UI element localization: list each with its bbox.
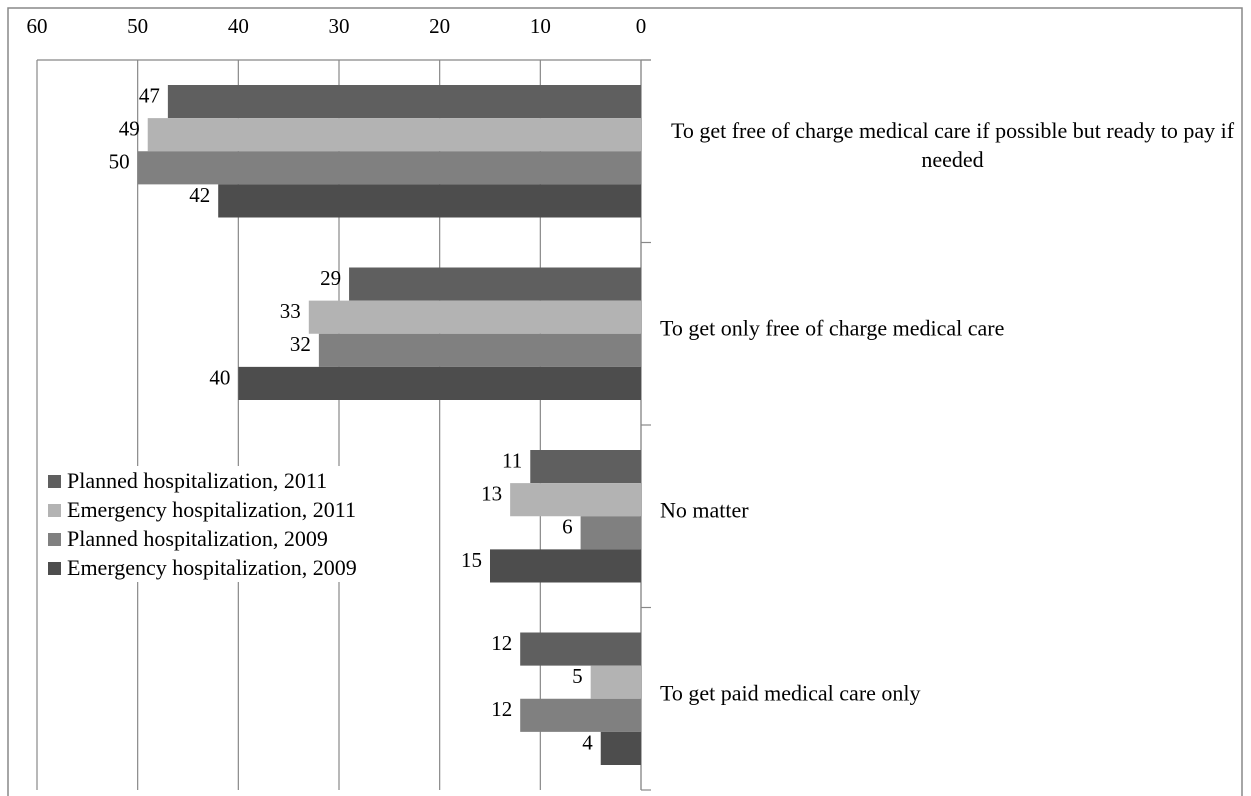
x-tick-label: 60 [27, 14, 48, 38]
legend-swatch [48, 562, 61, 575]
value-label: 11 [502, 448, 522, 472]
value-label: 13 [481, 482, 502, 506]
bar [318, 333, 641, 367]
legend-item: Emergency hospitalization, 2011 [48, 495, 368, 524]
bar [349, 267, 641, 301]
bar [580, 516, 641, 550]
value-label: 47 [139, 83, 160, 107]
bar [520, 698, 641, 732]
bar [590, 665, 641, 699]
bar [530, 450, 641, 484]
category-label: To get paid medical care only [660, 680, 921, 706]
legend-item: Planned hospitalization, 2009 [48, 524, 368, 553]
legend-swatch [48, 475, 61, 488]
legend-item: Planned hospitalization, 2011 [48, 466, 368, 495]
value-label: 5 [572, 664, 583, 688]
chart-border [7, 7, 1243, 796]
bar [510, 483, 641, 517]
value-label: 40 [209, 365, 230, 389]
category-label: To get free of charge medical care if po… [670, 118, 1235, 173]
legend-label: Emergency hospitalization, 2011 [67, 497, 356, 522]
legend-label: Planned hospitalization, 2011 [67, 468, 328, 493]
bar [520, 632, 641, 666]
value-label: 12 [491, 697, 512, 721]
bar [238, 366, 642, 400]
value-label: 15 [461, 548, 482, 572]
x-tick-label: 0 [636, 14, 647, 38]
legend-swatch [48, 533, 61, 546]
value-label: 4 [582, 730, 593, 754]
value-label: 50 [109, 150, 130, 174]
value-label: 33 [280, 299, 301, 323]
legend-label: Emergency hospitalization, 2009 [67, 555, 357, 580]
x-tick-label: 10 [530, 14, 551, 38]
x-tick-label: 40 [228, 14, 249, 38]
value-label: 42 [189, 183, 210, 207]
value-label: 32 [290, 332, 311, 356]
legend: Planned hospitalization, 2011 Emergency h… [48, 466, 368, 582]
value-label: 12 [491, 631, 512, 655]
bar [137, 151, 641, 185]
bar [167, 85, 641, 119]
legend-swatch [48, 504, 61, 517]
category-label: No matter [660, 497, 749, 523]
x-tick-label: 20 [429, 14, 450, 38]
x-tick-label: 50 [127, 14, 148, 38]
x-tick-label: 30 [329, 14, 350, 38]
bar [308, 300, 641, 334]
category-label: To get only free of charge medical care [660, 315, 1005, 341]
value-label: 49 [119, 117, 140, 141]
bar [147, 118, 641, 152]
bar [218, 184, 641, 218]
value-label: 6 [562, 515, 573, 539]
bar [490, 549, 641, 583]
legend-item: Emergency hospitalization, 2009 [48, 553, 368, 582]
bar [600, 731, 641, 765]
value-label: 29 [320, 266, 341, 290]
legend-label: Planned hospitalization, 2009 [67, 526, 328, 551]
